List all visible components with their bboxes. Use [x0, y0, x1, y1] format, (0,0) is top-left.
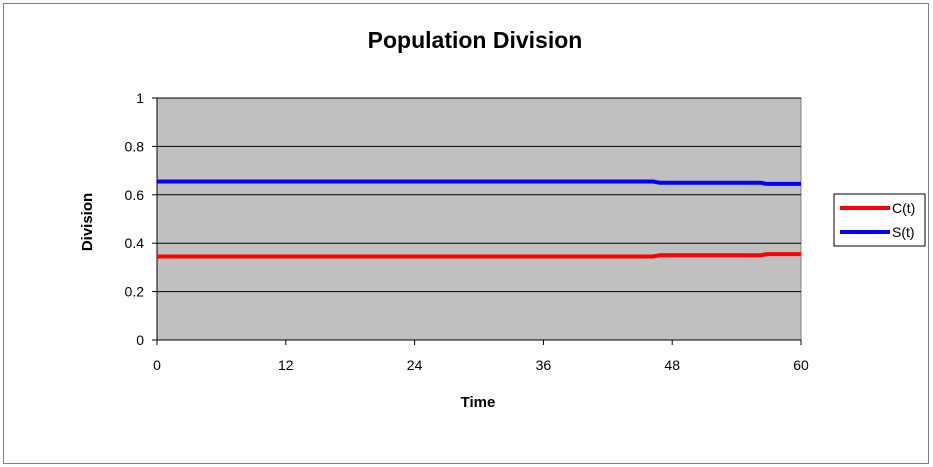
- x-tick-label: 60: [793, 357, 809, 373]
- gridlines: [157, 97, 801, 293]
- legend: C(t) S(t): [833, 193, 926, 247]
- y-tick-label: 0.8: [125, 138, 145, 154]
- y-tick-label: 1: [136, 90, 144, 106]
- series-line-st: [157, 179, 801, 186]
- y-axis-title: Division: [79, 193, 96, 251]
- axes: [156, 98, 801, 341]
- x-tick-label: 0: [153, 357, 161, 373]
- plot-area: [156, 97, 802, 341]
- x-tick-label: 36: [536, 357, 552, 373]
- x-axis-ticks: 0 12 24 36 48 60: [153, 340, 809, 373]
- x-tick-label: 12: [278, 357, 294, 373]
- y-tick-label: 0.2: [125, 284, 145, 300]
- y-tick-label: 0.4: [125, 235, 145, 251]
- x-axis-title: Time: [461, 394, 496, 411]
- legend-label: S(t): [892, 224, 915, 240]
- x-tick-label: 48: [664, 357, 680, 373]
- chart-title: Population Division: [368, 27, 583, 53]
- legend-label: C(t): [892, 200, 915, 216]
- y-tick-label: 0.6: [125, 187, 145, 203]
- series-lines: [157, 179, 801, 259]
- y-axis-ticks: 0 0.2 0.4 0.6 0.8 1: [125, 90, 157, 348]
- series-line-ct: [157, 252, 801, 259]
- x-tick-label: 24: [407, 357, 423, 373]
- legend-box: [833, 193, 926, 247]
- y-tick-label: 0: [136, 332, 144, 348]
